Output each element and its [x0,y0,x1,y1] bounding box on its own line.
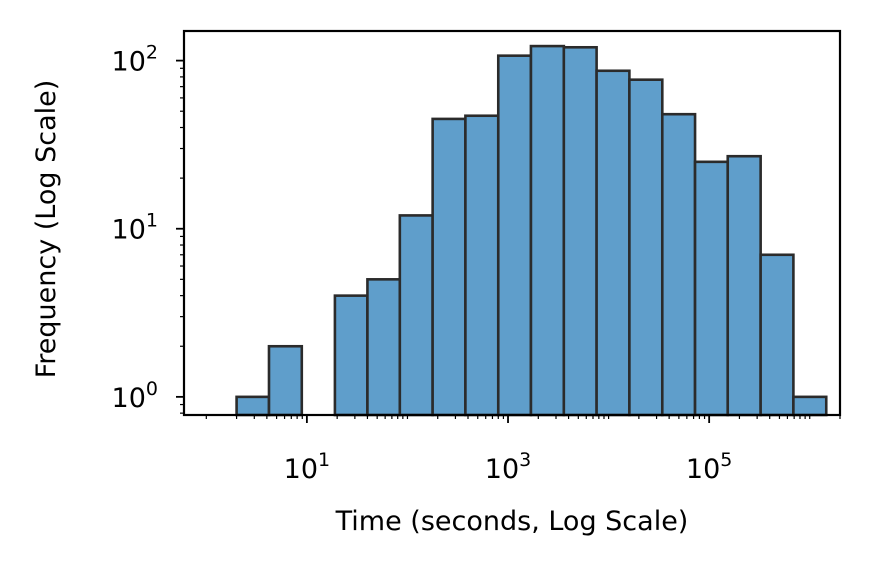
histogram-bar [529,44,566,417]
plot-frame [182,29,842,417]
histogram-bar [267,344,304,417]
histogram-bar [366,278,402,417]
histogram-bar [693,160,730,417]
x-tick-label: 103 [485,449,531,485]
x-tick-label: 101 [284,449,330,485]
ticks-group: 101 103 105 100 101 102 [112,42,841,485]
y-tick-label: 101 [112,210,158,246]
x-axis-label: Time (seconds, Log Scale) [335,506,689,537]
histogram-bar [235,395,271,417]
histogram-bar [464,114,500,417]
histogram-bar [562,45,598,417]
histogram-bar [726,154,762,417]
x-tick-label: 105 [686,449,732,485]
histogram-bar [628,78,664,417]
y-tick-label: 100 [112,378,158,414]
y-axis-label: Frequency (Log Scale) [31,80,62,379]
bars-group [235,44,828,417]
histogram-bar [398,214,434,417]
histogram-bar [496,54,533,417]
histogram-bar [660,112,697,417]
histogram-bar [595,69,631,417]
y-tick-label: 102 [112,42,158,78]
histogram-bar [431,117,467,417]
histogram-bar [333,294,369,417]
histogram-bar [792,395,828,417]
histogram-bar [759,253,795,417]
